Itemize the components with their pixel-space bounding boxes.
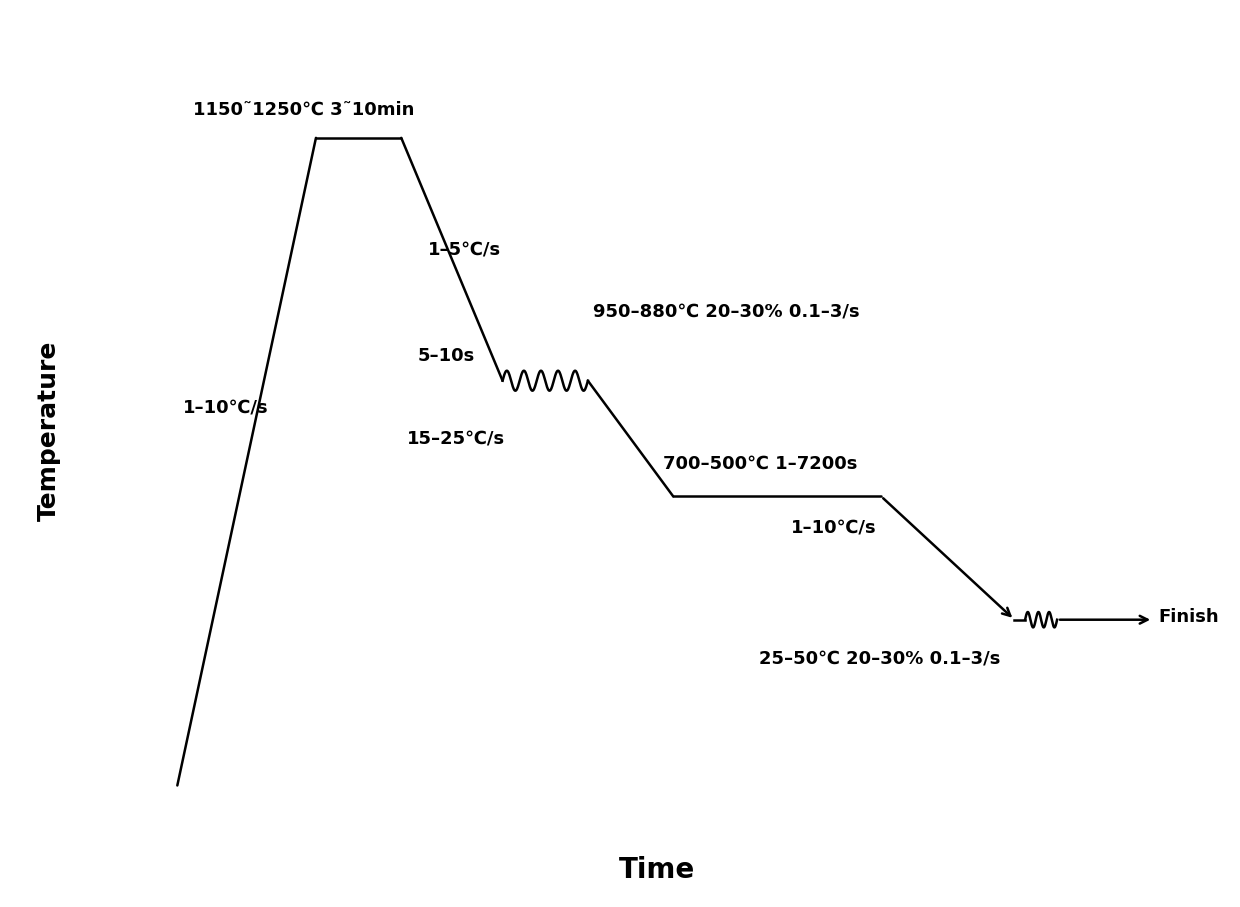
Text: 1150˜1250℃ 3˜10min: 1150˜1250℃ 3˜10min xyxy=(193,101,414,119)
Text: 15–25℃/s: 15–25℃/s xyxy=(407,430,505,447)
Text: 1–10℃/s: 1–10℃/s xyxy=(791,518,877,536)
Text: 950–880℃ 20–30% 0.1–3/s: 950–880℃ 20–30% 0.1–3/s xyxy=(593,302,859,320)
Text: Time: Time xyxy=(619,856,696,884)
Text: 1–10℃/s: 1–10℃/s xyxy=(182,399,268,416)
Text: 5–10s: 5–10s xyxy=(417,347,475,366)
Text: Temperature: Temperature xyxy=(37,341,61,521)
Text: 25–50℃ 20–30% 0.1–3/s: 25–50℃ 20–30% 0.1–3/s xyxy=(759,649,999,668)
Text: Finish: Finish xyxy=(1158,609,1219,627)
Text: 1–5℃/s: 1–5℃/s xyxy=(428,240,501,258)
Text: 700–500℃ 1–7200s: 700–500℃ 1–7200s xyxy=(662,455,857,473)
